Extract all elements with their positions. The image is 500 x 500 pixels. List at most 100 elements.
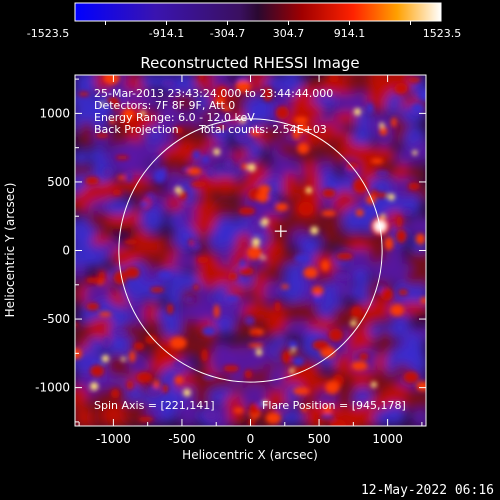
- emission-knot: [124, 266, 140, 279]
- emission-patch: [351, 269, 371, 284]
- emission-knot: [287, 340, 299, 349]
- emission-knot: [234, 134, 251, 141]
- emission-knot: [106, 97, 119, 104]
- emission-knot: [103, 337, 110, 348]
- emission-knot: [396, 215, 403, 228]
- emission-knot: [274, 301, 281, 313]
- emission-knot: [328, 328, 343, 342]
- emission-patch: [278, 410, 305, 425]
- emission-knot: [275, 106, 290, 120]
- emission-knot: [110, 388, 120, 399]
- emission-knot: [202, 326, 216, 336]
- emission-knot: [166, 303, 174, 315]
- emission-knot: [351, 306, 363, 319]
- emission-knot: [249, 128, 262, 137]
- bright-kernel: [261, 255, 266, 260]
- emission-knot: [303, 266, 318, 279]
- emission-knot: [244, 315, 255, 326]
- emission-knot: [161, 80, 175, 86]
- bright-kernel: [121, 356, 126, 362]
- emission-knot: [233, 407, 244, 414]
- emission-knot: [247, 418, 257, 426]
- emission-patch: [196, 286, 213, 309]
- emission-patch: [87, 337, 107, 354]
- colorbar-tick-label: -304.7: [210, 27, 245, 40]
- emission-knot: [203, 409, 219, 421]
- colorbar-tick-labels: -1523.5 -914.1 -304.7 304.7 914.1 1523.5: [27, 27, 461, 40]
- emission-knot: [294, 254, 310, 263]
- emission-knot: [202, 374, 217, 381]
- emission-knot: [85, 176, 99, 185]
- emission-knot: [214, 98, 226, 106]
- emission-knot: [140, 201, 150, 207]
- emission-patch: [226, 284, 248, 299]
- emission-knot: [192, 150, 201, 160]
- emission-patch: [75, 149, 90, 165]
- emission-knot: [270, 195, 277, 204]
- emission-knot: [351, 361, 368, 371]
- emission-knot: [75, 322, 79, 328]
- emission-knot: [404, 209, 412, 215]
- emission-knot: [173, 361, 184, 368]
- y-tick-label: -1000: [35, 381, 70, 395]
- y-tick-label: 0: [62, 244, 70, 258]
- emission-patch: [355, 143, 377, 169]
- emission-knot: [323, 404, 332, 417]
- emission-knot: [109, 117, 115, 125]
- emission-knot: [282, 350, 292, 364]
- emission-patch: [405, 216, 426, 237]
- emission-knot: [215, 124, 227, 130]
- emission-knot: [198, 75, 205, 81]
- emission-knot: [178, 190, 187, 200]
- emission-knot: [253, 221, 266, 234]
- emission-knot: [169, 336, 187, 350]
- emission-knot: [224, 158, 233, 171]
- emission-knot: [184, 296, 195, 303]
- algorithm-text: Back Projection: [94, 123, 179, 136]
- bright-kernel: [247, 163, 256, 172]
- emission-knot: [161, 384, 169, 394]
- emission-knot: [391, 117, 397, 128]
- image-plot-area: -1000 -500 0 500 1000 -1000 -500 0 500 1000: [35, 74, 427, 446]
- y-axis-ticks: -1000 -500 0 500 1000: [35, 78, 426, 423]
- emission-patch: [320, 229, 338, 246]
- emission-patch: [386, 244, 405, 269]
- emission-patch: [162, 318, 185, 338]
- emission-patch: [345, 75, 375, 96]
- emission-knot: [355, 209, 364, 217]
- emission-knot: [138, 416, 154, 423]
- emission-knot: [133, 342, 145, 351]
- emission-knot: [370, 158, 384, 164]
- bright-kernel: [412, 150, 418, 156]
- emission-patch: [214, 197, 236, 224]
- emission-knot: [384, 237, 394, 251]
- emission-layer-structure: [75, 75, 426, 426]
- emission-patch: [165, 280, 183, 309]
- emission-patch: [410, 408, 426, 426]
- bright-kernel: [289, 368, 295, 374]
- emission-knot: [325, 380, 340, 394]
- emission-knot: [292, 356, 305, 367]
- emission-knot: [312, 340, 330, 351]
- emission-patch: [176, 397, 199, 426]
- emission-knot: [215, 85, 228, 99]
- emission-patch: [75, 231, 95, 251]
- x-axis-label: Heliocentric X (arcsec): [182, 448, 318, 462]
- emission-patch: [78, 121, 95, 148]
- emission-patch: [121, 275, 149, 305]
- emission-patch: [384, 403, 407, 426]
- emission-knot: [398, 289, 409, 296]
- emission-patch: [75, 384, 89, 411]
- emission-knot: [411, 103, 424, 114]
- emission-knot: [329, 419, 347, 426]
- emission-patch: [159, 406, 177, 423]
- emission-knot: [257, 184, 271, 194]
- emission-patch: [346, 249, 376, 277]
- emission-knot: [311, 286, 324, 296]
- y-tick-label: 500: [47, 175, 70, 189]
- emission-patch: [88, 316, 116, 343]
- emission-knot: [186, 167, 202, 176]
- colorbar-tick-label: 914.1: [334, 27, 366, 40]
- emission-knot: [153, 380, 160, 389]
- generated-timestamp: 12-May-2022 06:16: [361, 483, 494, 498]
